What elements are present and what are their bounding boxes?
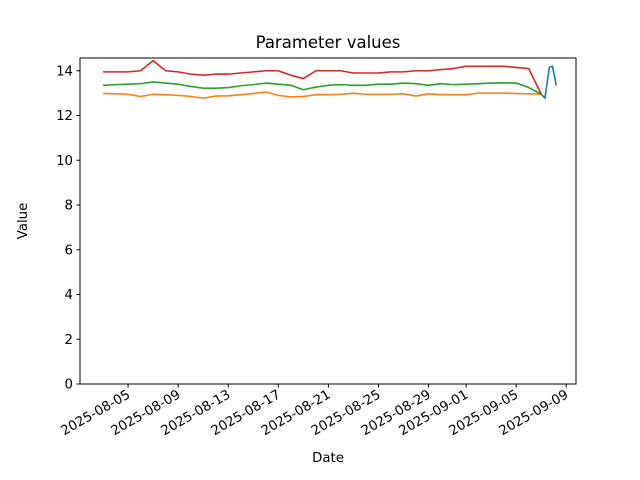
x-axis-label: Date	[312, 451, 344, 466]
y-tick-label: 10	[56, 154, 73, 169]
series-blue-line	[540, 65, 558, 99]
y-tick-label: 12	[56, 109, 73, 124]
y-axis-label: Value	[16, 203, 31, 240]
series-green-line	[102, 81, 542, 95]
y-tick-label: 2	[65, 333, 73, 348]
series-red-line	[103, 59, 542, 95]
y-tick-label: 14	[56, 64, 73, 79]
chart-title: Parameter values	[256, 33, 401, 52]
y-tick-label: 8	[65, 199, 73, 214]
plot-border	[79, 57, 577, 385]
y-tick-label: 6	[65, 243, 73, 258]
y-tick-label: 0	[65, 378, 73, 393]
y-tick-label: 4	[65, 288, 73, 303]
series-orange-line	[103, 91, 542, 100]
